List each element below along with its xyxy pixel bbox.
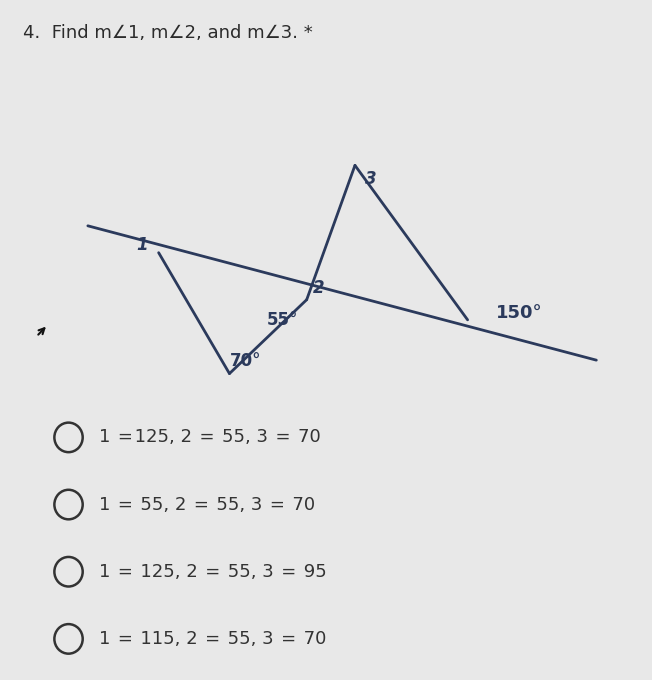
Text: 2: 2 <box>312 279 324 296</box>
Text: 1: 1 <box>137 236 149 254</box>
Text: 1  =  115, 2  =  55, 3  =  70: 1 = 115, 2 = 55, 3 = 70 <box>99 630 326 648</box>
Text: 55°: 55° <box>267 311 298 329</box>
Text: 150°: 150° <box>496 304 542 322</box>
Text: 4.  Find m∠1, m∠2, and m∠3. *: 4. Find m∠1, m∠2, and m∠3. * <box>23 24 313 42</box>
Text: 70°: 70° <box>230 352 261 371</box>
Text: 3: 3 <box>365 170 377 188</box>
Text: 1  =  125, 2  =  55, 3  =  95: 1 = 125, 2 = 55, 3 = 95 <box>99 563 327 581</box>
Text: 1  =  55, 2  =  55, 3  =  70: 1 = 55, 2 = 55, 3 = 70 <box>99 496 315 513</box>
Text: 1  = 125, 2  =  55, 3  =  70: 1 = 125, 2 = 55, 3 = 70 <box>99 428 321 446</box>
